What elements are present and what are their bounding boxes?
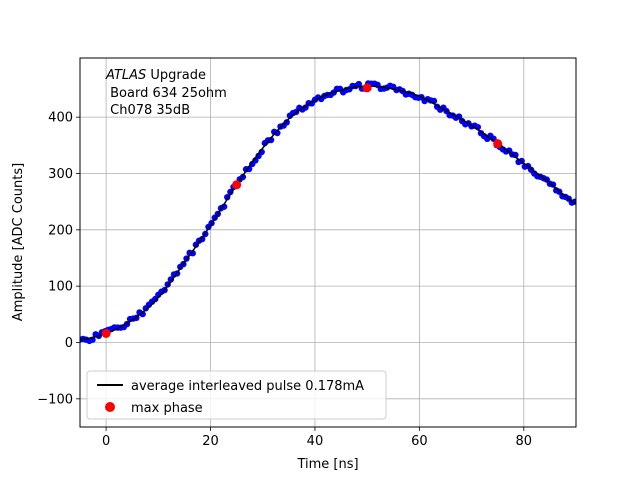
average-pulse-line [80,85,576,341]
legend: average interleaved pulse 0.178mA max ph… [86,370,387,420]
y-tick-label: 100 [48,280,73,295]
annotation-atlas: ATLAS [105,68,146,83]
scatter-point [283,119,290,126]
y-tick-label: −100 [37,392,73,407]
y-tick-label: 0 [65,336,73,351]
max-phase-point [362,83,372,93]
legend-box [86,370,387,420]
scatter-point [245,165,253,173]
y-axis-label: Amplitude [ADC Counts] [11,163,26,321]
tick-labels: 0 20 40 60 80 −100 0 100 200 300 400 [37,111,532,449]
x-tick-label: 40 [307,434,324,449]
x-axis-label: Time [ns] [296,457,358,472]
x-tick-label: 80 [516,434,533,449]
svg-text:ATLAS Upgrade: ATLAS Upgrade [105,68,206,83]
scatter-point [355,80,363,88]
scatter-point [267,136,275,144]
max-phase-point [493,139,503,149]
annotation-upgrade: Upgrade [146,68,206,83]
legend-marker-swatch [105,402,115,412]
annotation-channel: Ch078 35dB [106,103,190,118]
scatter-point [167,276,175,283]
y-tick-label: 300 [48,167,73,182]
max-phase-point [232,180,242,190]
axes-frame [79,57,577,428]
legend-label-max-phase: max phase [131,401,203,416]
scatter-point [189,250,196,257]
tick-marks [76,116,525,431]
annotation: ATLAS Upgrade Board 634 25ohm Ch078 35dB [105,68,227,118]
scatter-point [227,188,234,196]
y-tick-label: 200 [48,223,73,238]
scatter-point [220,203,228,210]
plot-area [80,80,576,345]
legend-label-average: average interleaved pulse 0.178mA [131,379,364,394]
max-phase-point [101,328,111,338]
x-tick-label: 20 [202,434,219,449]
x-tick-label: 60 [411,434,428,449]
x-tick-label: 0 [102,434,110,449]
scatter-point [139,310,146,318]
y-tick-label: 400 [48,111,73,126]
annotation-board: Board 634 25ohm [106,86,227,101]
